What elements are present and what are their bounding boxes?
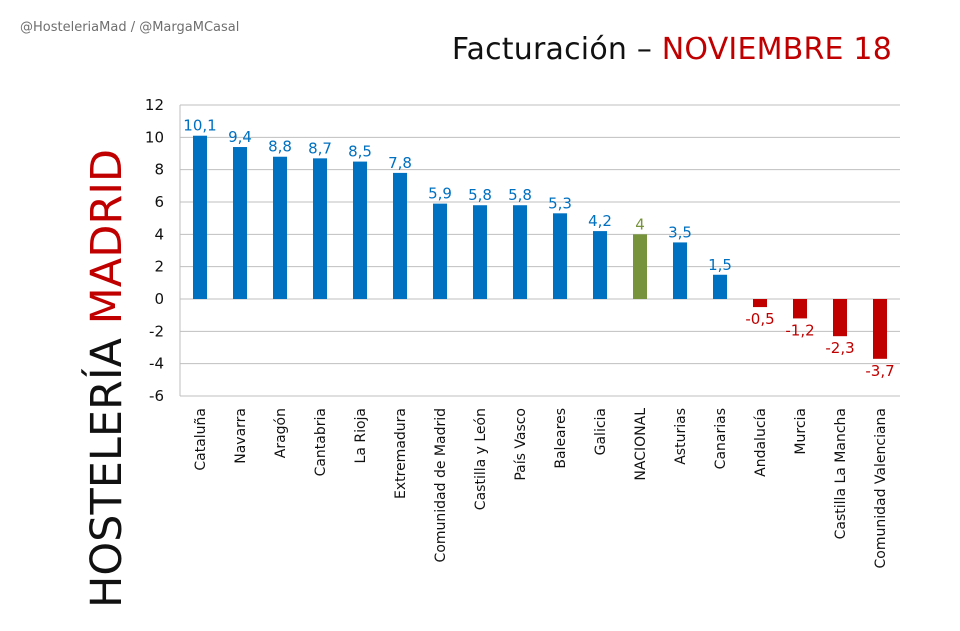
bar [713, 274, 727, 299]
data-label: 10,1 [183, 117, 216, 135]
category-label: NACIONAL [633, 408, 649, 481]
bar [193, 135, 207, 299]
category-label: Galicia [593, 408, 609, 455]
y-tick-label: 0 [154, 290, 164, 308]
category-label: Castilla La Mancha [833, 408, 849, 539]
gridlines [180, 104, 900, 397]
y-tick-label: 6 [154, 193, 164, 211]
category-label: La Rioja [353, 408, 369, 463]
bar [553, 213, 567, 299]
category-label: Aragón [273, 408, 289, 458]
y-tick-label: 12 [145, 96, 164, 114]
y-tick-label: 4 [154, 225, 164, 243]
category-label: Canarias [713, 408, 729, 469]
data-label: 8,8 [268, 138, 292, 156]
bar [233, 147, 247, 299]
y-tick-label: -6 [149, 387, 164, 405]
category-label: Murcia [793, 408, 809, 455]
data-label: 7,8 [388, 154, 412, 172]
bar [753, 299, 767, 308]
bar [633, 234, 647, 299]
y-axis: 12 10 8 6 4 2 0 -2 -4 -6 [145, 96, 181, 405]
data-label: 4 [635, 215, 645, 233]
data-label: 3,5 [668, 223, 692, 241]
credit-text: @HosteleriaMad / @MargaMCasal [20, 20, 240, 35]
chart-title-prefix: Facturación – [451, 32, 662, 67]
chart-title-highlight: NOVIEMBRE 18 [661, 32, 892, 67]
bar [353, 161, 367, 299]
category-label: Baleares [553, 408, 569, 469]
category-label: Navarra [233, 408, 249, 464]
category-label: Extremadura [393, 408, 409, 499]
data-label: 4,2 [588, 212, 612, 230]
category-label: Cataluña [193, 408, 209, 471]
data-label: -0,5 [745, 310, 774, 328]
data-label: 5,9 [428, 185, 452, 203]
data-label: 1,5 [708, 256, 732, 274]
bar [593, 231, 607, 299]
category-label: Comunidad Valenciana [873, 408, 889, 568]
data-label: 5,3 [548, 194, 572, 212]
data-label: 9,4 [228, 128, 252, 146]
bar [833, 299, 847, 337]
y-tick-label: -4 [149, 355, 164, 373]
bar [473, 205, 487, 299]
bar [313, 158, 327, 299]
category-label: Castilla y León [473, 408, 489, 510]
bar [393, 172, 407, 299]
category-label: Andalucía [753, 408, 769, 477]
category-label: País Vasco [513, 408, 529, 481]
y-tick-label: -2 [149, 322, 164, 340]
category-label: Asturias [673, 408, 689, 465]
category-label: Cantabria [313, 408, 329, 476]
chart-title: Facturación – NOVIEMBRE 18 [452, 32, 892, 67]
data-label: 5,8 [508, 186, 532, 204]
data-label: -1,2 [785, 321, 814, 339]
data-label: 5,8 [468, 186, 492, 204]
data-label: -2,3 [825, 339, 854, 357]
y-tick-label: 10 [145, 128, 164, 146]
y-tick-label: 8 [154, 161, 164, 179]
bar [433, 203, 447, 299]
data-label: 8,7 [308, 139, 332, 157]
bar [673, 242, 687, 299]
category-label: Comunidad de Madrid [433, 408, 449, 562]
category-labels: Cataluña Navarra Aragón Cantabria La Rioja Ex… [193, 408, 889, 569]
data-label: -3,7 [865, 362, 894, 380]
bar [273, 156, 287, 299]
bar [873, 299, 887, 359]
bars [193, 135, 887, 359]
y-tick-label: 2 [154, 258, 164, 276]
bar [513, 205, 527, 299]
data-labels: 10,1 9,4 8,8 8,7 8,5 7,8 5,9 5,8 5,8 5,3 4,2 4 3,5 1,… [183, 117, 894, 380]
bar [793, 299, 807, 319]
data-label: 8,5 [348, 143, 372, 161]
